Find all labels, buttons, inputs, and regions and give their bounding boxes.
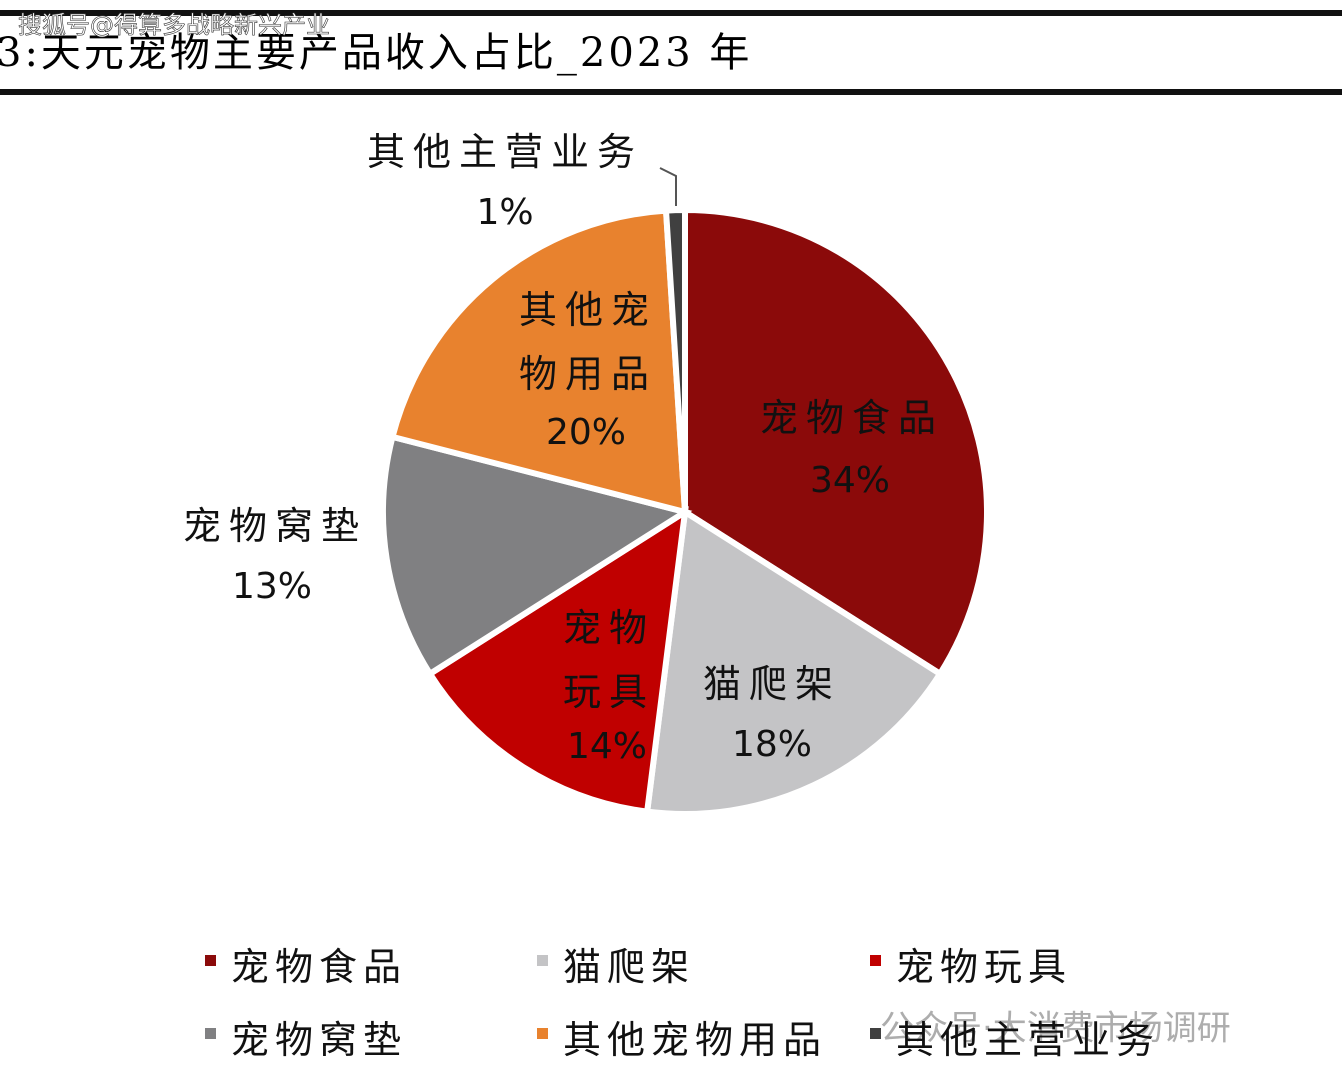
slice-label: 猫爬架 — [702, 662, 841, 706]
slice-label: 其他宠物用品 — [518, 288, 657, 396]
title-rule-bottom — [0, 89, 1342, 95]
pie-slice — [380, 433, 693, 678]
slice-label: 宠物窝垫 — [182, 504, 367, 548]
legend-label: 宠物食品 — [231, 945, 408, 989]
slice-label: 宠物食品 — [759, 396, 944, 440]
watermark: 搜狐号@得算多战略新兴产业 — [18, 11, 330, 39]
pie-slice — [643, 506, 945, 817]
legend-label: 猫爬架 — [563, 945, 696, 989]
chart-title: 3:天元宠物主要产品收入占比_2023 年 — [0, 30, 752, 76]
pie-slice — [662, 206, 688, 513]
legend-marker — [205, 1028, 216, 1039]
pie-slice — [425, 506, 689, 815]
legend-marker — [537, 1028, 548, 1039]
legend-label: 其他宠物用品 — [563, 1018, 828, 1062]
value-label: 1% — [476, 192, 534, 233]
legend-marker — [870, 1028, 881, 1039]
slice-label: 宠物玩具 — [562, 606, 655, 714]
legend-label: 宠物窝垫 — [231, 1018, 408, 1062]
leader-line — [659, 167, 677, 206]
slice-label: 其他主营业务 — [366, 130, 643, 174]
value-label: 20% — [545, 412, 626, 453]
value-label: 18% — [731, 724, 812, 765]
legend-label: 其他主营业务 — [896, 1018, 1161, 1062]
legend-marker — [205, 955, 216, 966]
value-label: 14% — [566, 726, 647, 767]
pie-slice — [388, 207, 689, 516]
legend-label: 宠物玩具 — [896, 945, 1073, 989]
value-label: 34% — [809, 460, 890, 501]
legend-marker — [870, 955, 881, 966]
value-label: 13% — [231, 566, 312, 607]
watermark: 公众号·大消费市场调研 — [880, 1009, 1231, 1049]
legend-marker — [537, 955, 548, 966]
title-rule-top — [0, 10, 1342, 16]
